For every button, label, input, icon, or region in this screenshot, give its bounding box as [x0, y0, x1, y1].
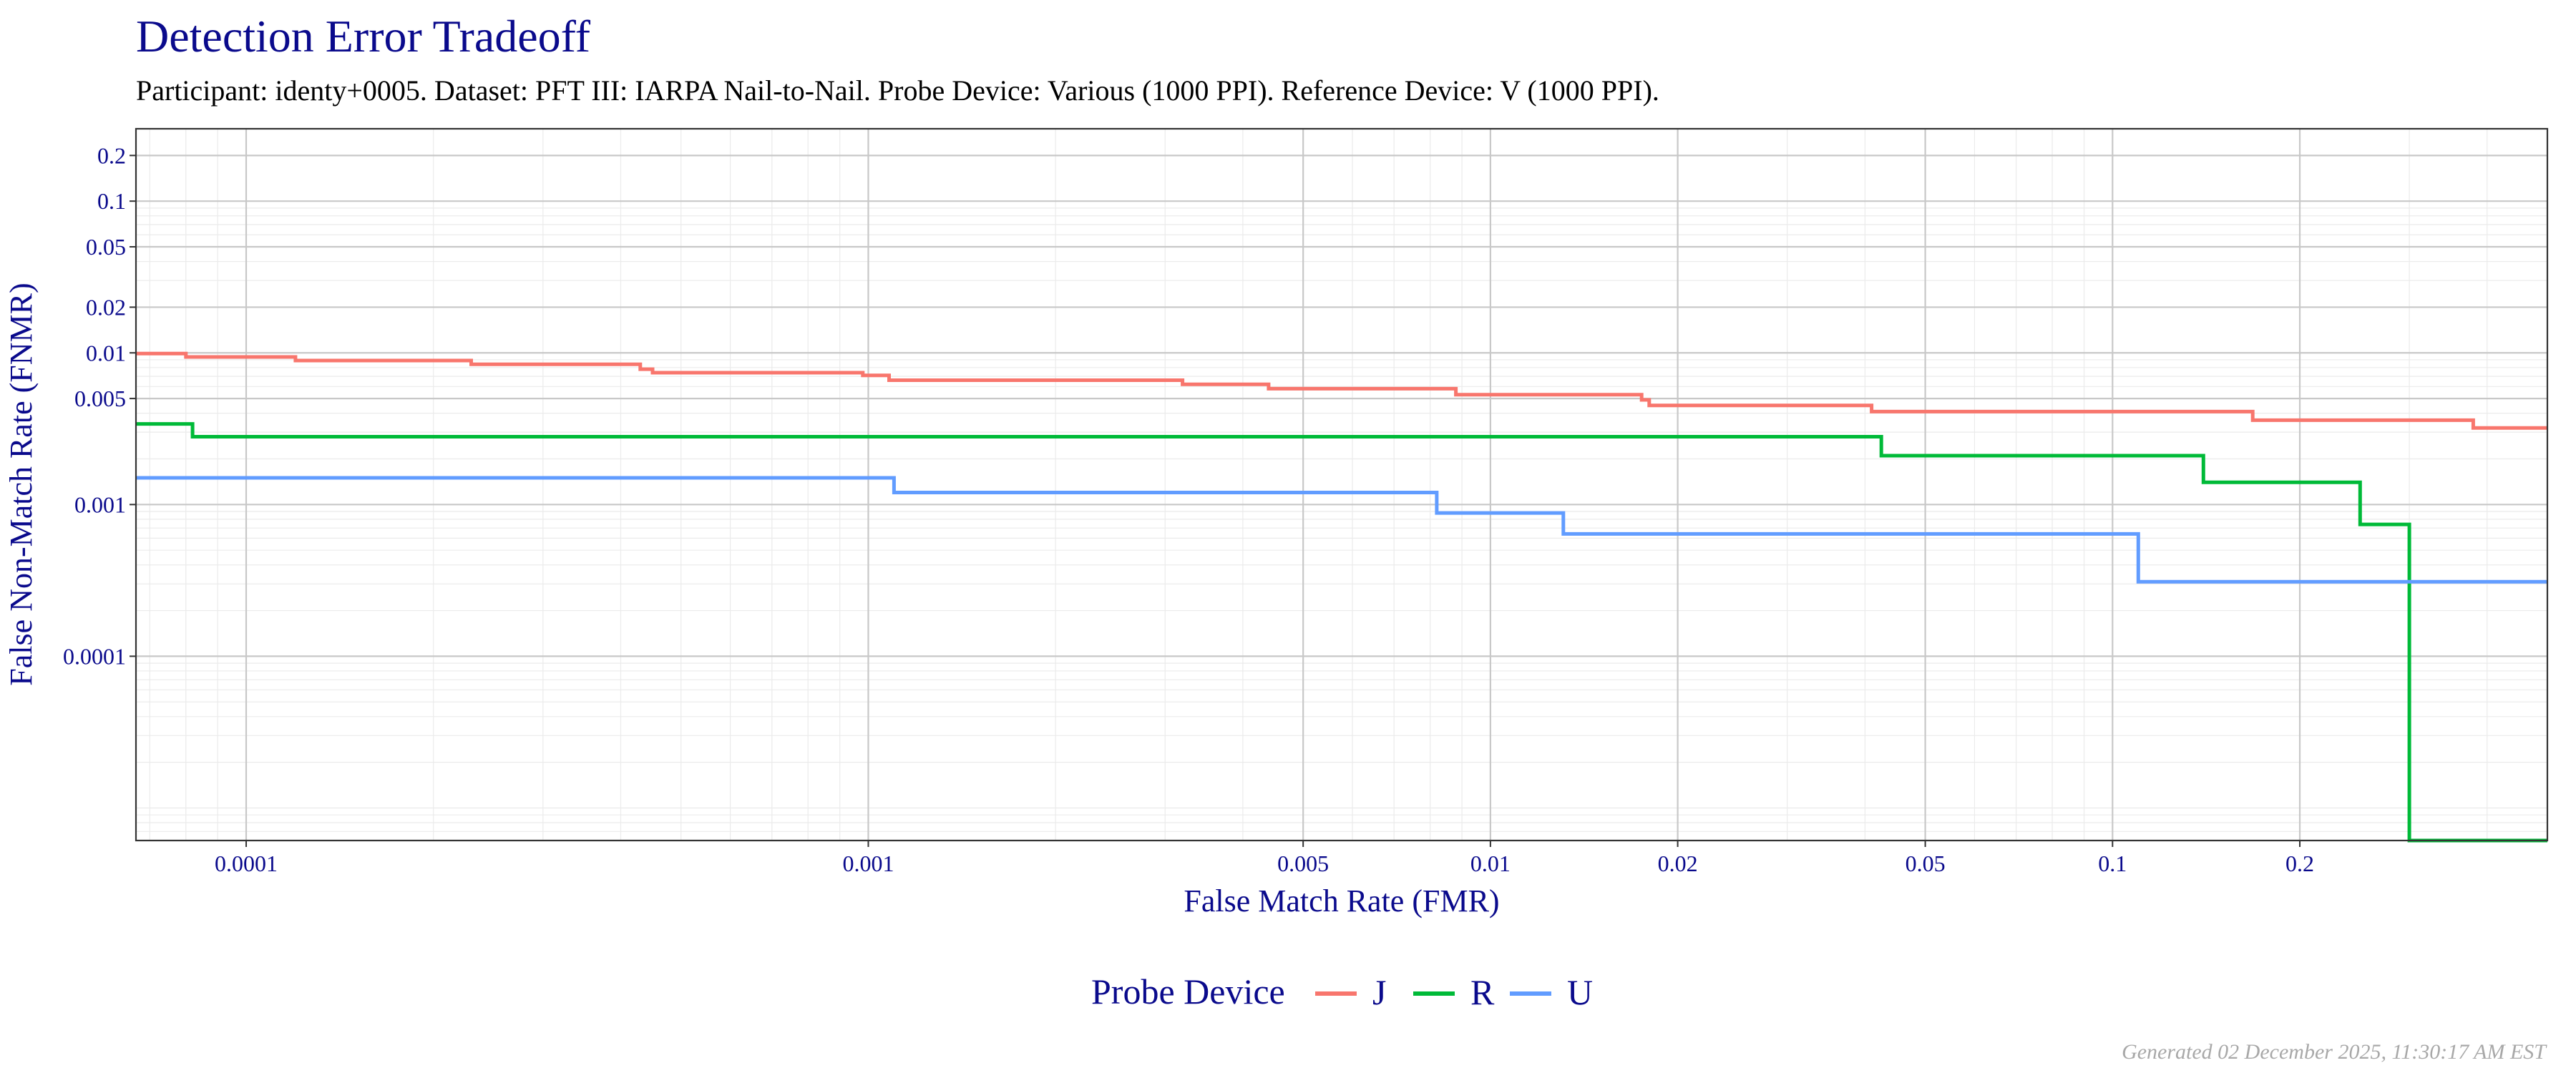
y-tick-label: 0.001	[74, 491, 126, 517]
series-lines	[136, 351, 2547, 843]
plot-area	[135, 127, 2549, 843]
y-tick-label: 0.05	[86, 234, 126, 260]
x-axis-title: False Match Rate (FMR)	[1184, 883, 1499, 918]
x-tick-label: 0.2	[2285, 851, 2314, 876]
x-tick-label: 0.02	[1658, 851, 1698, 876]
y-tick-label: 0.2	[97, 142, 126, 168]
y-tick-label: 0.02	[86, 294, 126, 320]
x-tick-label: 0.005	[1277, 851, 1329, 876]
x-tick-label: 0.001	[842, 851, 894, 876]
x-axis: 0.0001 0.001 0.005 0.01 0.02 0.05 0.1 0.2	[215, 841, 2314, 876]
plot-border	[135, 127, 2549, 842]
y-tick-label: 0.005	[74, 386, 126, 411]
x-tick-label: 0.1	[2098, 851, 2127, 876]
generated-timestamp: Generated 02 December 2025, 11:30:17 AM …	[2122, 1040, 2547, 1064]
grid-major	[136, 129, 2547, 841]
legend: Probe Device J R U	[1091, 971, 1593, 1012]
x-tick-label: 0.01	[1470, 851, 1511, 876]
legend-title: Probe Device	[1091, 971, 1285, 1011]
legend-label-R: R	[1470, 972, 1495, 1012]
series-line-R	[136, 422, 2547, 843]
y-tick-label: 0.1	[97, 188, 126, 214]
legend-label-J: J	[1372, 972, 1386, 1012]
y-tick-label: 0.0001	[63, 643, 126, 669]
legend-label-U: U	[1567, 972, 1593, 1012]
plot-background	[136, 129, 2547, 841]
series-line-U	[136, 476, 2547, 584]
y-axis-title: False Non-Match Rate (FNMR)	[4, 283, 39, 685]
y-tick-label: 0.01	[86, 340, 126, 366]
chart-subtitle: Participant: identy+0005. Dataset: PFT I…	[136, 74, 1659, 107]
x-tick-label: 0.05	[1906, 851, 1946, 876]
series-line-J	[136, 351, 2547, 430]
chart-title: Detection Error Tradeoff	[136, 11, 591, 62]
x-tick-label: 0.0001	[215, 851, 278, 876]
y-axis: 0.0001 0.001 0.005 0.01 0.02 0.05 0.1 0.2	[63, 142, 136, 669]
